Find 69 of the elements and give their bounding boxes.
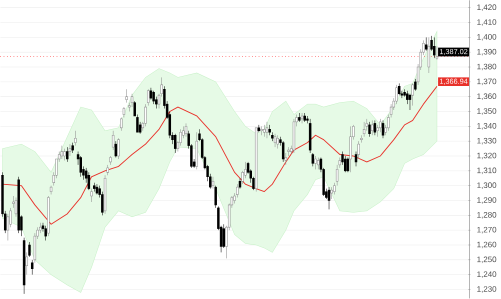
candlestick (184, 123, 188, 138)
candlestick (112, 130, 114, 151)
candlestick (312, 152, 314, 167)
candlestick (379, 118, 382, 133)
candlestick (88, 172, 90, 191)
candlestick (150, 88, 152, 100)
candlestick (60, 146, 64, 160)
candlestick (90, 188, 93, 202)
candlestick (274, 134, 276, 148)
candlestick (96, 184, 98, 195)
candlestick (222, 224, 226, 248)
candlestick (106, 164, 109, 176)
candlestick (374, 120, 376, 136)
candlestick (336, 164, 338, 186)
candlestick (344, 156, 346, 173)
candlestick (174, 134, 176, 154)
candlestick (28, 242, 31, 258)
candlestick (66, 147, 69, 162)
candlestick (260, 126, 263, 136)
candlestick (428, 37, 430, 74)
candlestick (263, 124, 266, 138)
candlestick (14, 197, 18, 218)
candlestick (314, 156, 317, 170)
candlestick (133, 101, 136, 116)
candlestick (114, 141, 118, 158)
candlestick (63, 148, 66, 161)
candlestick (328, 187, 330, 210)
candlestick (362, 122, 366, 138)
candlestick (74, 130, 77, 146)
candlestick (284, 152, 288, 166)
candlestick (80, 156, 82, 178)
candlestick (382, 120, 384, 139)
candlestick (268, 124, 271, 136)
candlestick (146, 89, 150, 106)
candlestick (414, 78, 417, 92)
candlestick (68, 144, 72, 156)
candlestick (354, 151, 358, 167)
candlestick (333, 182, 336, 195)
candlestick (433, 37, 436, 59)
candlestick (125, 89, 128, 104)
candlestick (30, 260, 34, 276)
candlestick (266, 122, 268, 139)
candlestick (120, 117, 122, 132)
candlestick (71, 142, 74, 154)
candlestick (408, 94, 412, 110)
candlestick (436, 46, 438, 60)
candlestick (238, 178, 242, 190)
candlestick (338, 157, 342, 168)
candlestick (349, 126, 352, 173)
candlestick (398, 83, 400, 96)
candlestick (357, 141, 360, 160)
candlestick (368, 122, 371, 138)
candlestick (212, 176, 214, 190)
candlestick (122, 106, 126, 118)
candlestick (130, 94, 134, 108)
candlestick (152, 90, 155, 105)
line-series (2, 86, 438, 225)
candlestick (117, 138, 120, 160)
candlestick (144, 104, 147, 127)
candlestick (300, 112, 304, 124)
candlestick (411, 83, 414, 106)
candlestick (424, 37, 428, 52)
candlestick (316, 157, 320, 170)
candlestick (370, 120, 374, 136)
candlestick (287, 147, 290, 156)
candlestick (276, 135, 279, 150)
candlestick (44, 226, 47, 241)
candlestick (26, 252, 28, 276)
candlestick (346, 157, 350, 173)
